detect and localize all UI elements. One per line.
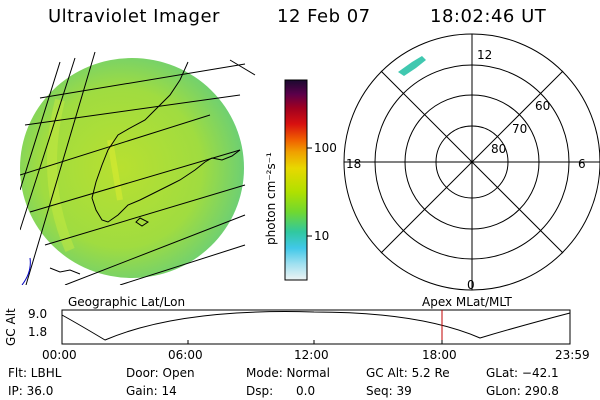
timeline-ytick-low: 1.8	[28, 325, 48, 339]
apex-label: Apex MLat/MLT	[422, 295, 512, 309]
mlt-label-0: 0	[467, 278, 475, 292]
colorbar-tick-10: 10	[314, 229, 330, 243]
mlat-label-60: 60	[535, 99, 551, 113]
mlat-label-80: 80	[491, 142, 507, 156]
app-title: Ultraviolet Imager	[48, 6, 220, 27]
colorbar-tick-100: 100	[314, 141, 337, 155]
colorbar-units-label: photon cm⁻²s⁻¹	[264, 152, 278, 245]
status-filter: Flt: LBHL	[8, 366, 62, 380]
polar-dial	[343, 33, 600, 291]
timeline-xtick-1800: 18:00	[422, 348, 457, 362]
timeline-xtick-0000: 00:00	[42, 348, 77, 362]
status-gain: Gain: 14	[126, 384, 177, 398]
status-seq: Seq: 39	[366, 384, 412, 398]
status-dsp: Dsp: 0.0	[246, 384, 316, 398]
colorbar	[284, 79, 308, 281]
coastline	[91, 61, 241, 223]
altitude-timeline	[61, 309, 571, 345]
timeline-xtick-0600: 06:00	[168, 348, 203, 362]
geographic-label: Geographic Lat/Lon	[68, 295, 186, 309]
status-glon: GLon: 290.8	[486, 384, 559, 398]
timeline-xtick-2359: 23:59	[555, 348, 590, 362]
time-label: 18:02:46 UT	[430, 6, 547, 27]
geo-grid-lines	[20, 51, 256, 285]
status-gc-alt: GC Alt: 5.2 Re	[366, 366, 450, 380]
altitude-curve	[61, 311, 571, 341]
aurora-oval-fragment	[398, 56, 426, 76]
mlt-label-6: 6	[578, 157, 586, 171]
mlat-label-70: 70	[512, 122, 528, 136]
status-mode: Mode: Normal	[246, 366, 330, 380]
timeline-ylabel: GC Alt	[4, 308, 18, 346]
aurora-image-disk	[20, 58, 244, 278]
timeline-ytick-high: 9.0	[28, 307, 48, 321]
status-glat: GLat: −42.1	[486, 366, 559, 380]
status-ip: IP: 36.0	[8, 384, 54, 398]
timeline-xtick-1200: 12:00	[294, 348, 329, 362]
mlt-label-18: 18	[346, 157, 362, 171]
mlt-label-12: 12	[477, 48, 493, 62]
date-label: 12 Feb 07	[277, 6, 371, 27]
status-door: Door: Open	[126, 366, 195, 380]
